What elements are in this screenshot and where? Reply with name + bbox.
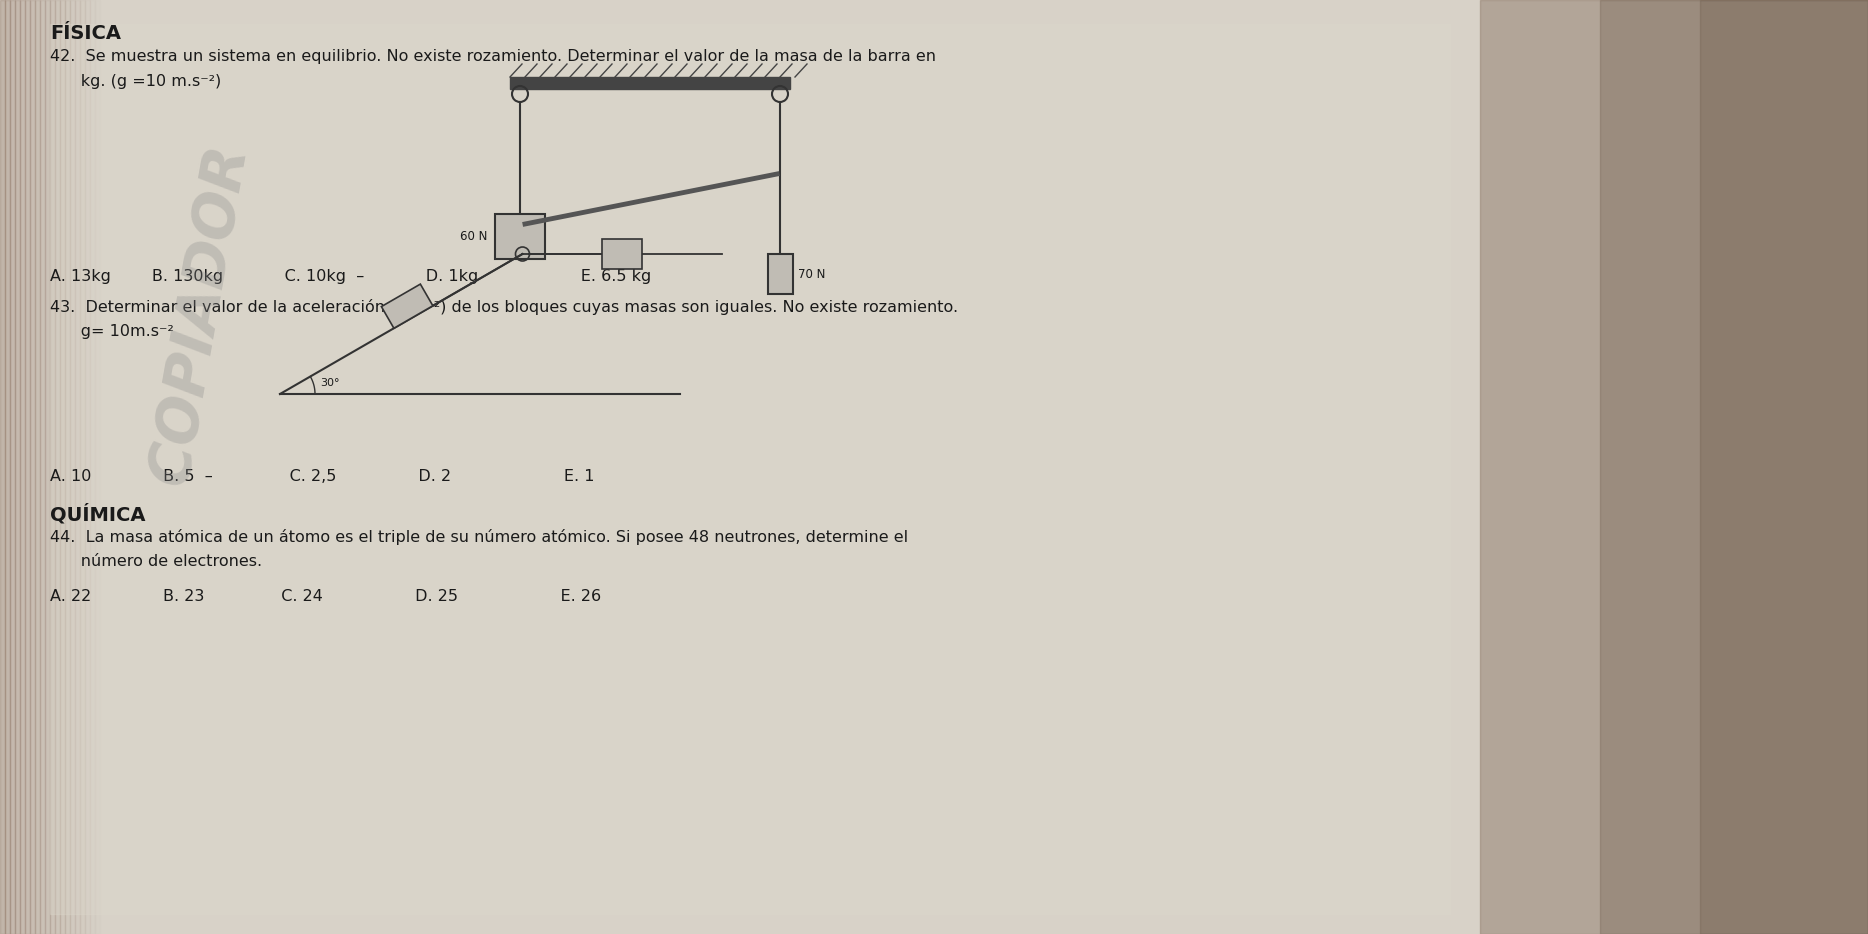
Bar (69, 0, 75, 934)
Bar (54, 0, 60, 934)
Bar (510, 77, 790, 89)
Bar (603, 239, 643, 269)
Bar (45, 0, 50, 934)
Bar (35, 0, 39, 934)
Bar (50, 0, 54, 934)
Bar (39, 0, 45, 934)
Text: COPIADOR: COPIADOR (142, 139, 258, 489)
Bar (768, 254, 792, 294)
Text: 60 N: 60 N (460, 230, 488, 243)
Text: 44.  La masa atómica de un átomo es el triple de su número atómico. Si posee 48 : 44. La masa atómica de un átomo es el tr… (50, 529, 908, 545)
Bar (9, 0, 15, 934)
Text: A. 10              B. 5  –               C. 2,5                D. 2             : A. 10 B. 5 – C. 2,5 D. 2 (50, 469, 594, 484)
Bar (80, 0, 86, 934)
Bar (95, 0, 101, 934)
Text: 70 N: 70 N (798, 267, 826, 280)
Text: 30°: 30° (319, 378, 340, 388)
Bar (0, 0, 6, 934)
Text: A. 13kg        B. 130kg            C. 10kg  –            D. 1kg                 : A. 13kg B. 130kg C. 10kg – D. 1kg (50, 269, 652, 284)
Bar (50, 24, 1450, 914)
Bar (65, 0, 69, 934)
Text: 42.  Se muestra un sistema en equilibrio. No existe rozamiento. Determinar el va: 42. Se muestra un sistema en equilibrio.… (50, 49, 936, 64)
Text: A. 22              B. 23               C. 24                  D. 25             : A. 22 B. 23 C. 24 D. 25 (50, 589, 601, 604)
Bar (30, 0, 35, 934)
Bar (1700, 0, 1868, 934)
Bar (60, 0, 65, 934)
Text: kg. (g =10 m.s⁻²): kg. (g =10 m.s⁻²) (50, 74, 220, 89)
Text: 43.  Determinar el valor de la aceleración (m.s⁻²) de los bloques cuyas masas so: 43. Determinar el valor de la aceleració… (50, 299, 958, 315)
Polygon shape (381, 284, 433, 328)
Bar (495, 214, 545, 259)
Text: número de electrones.: número de electrones. (50, 554, 262, 569)
Bar (90, 0, 95, 934)
Text: QUÍMICA: QUÍMICA (50, 504, 146, 525)
Text: g= 10m.s⁻²: g= 10m.s⁻² (50, 324, 174, 339)
Bar (21, 0, 24, 934)
Bar (1479, 0, 1868, 934)
Text: FÍSICA: FÍSICA (50, 24, 121, 43)
Bar (75, 0, 80, 934)
Bar (15, 0, 21, 934)
Bar (6, 0, 9, 934)
Bar (1601, 0, 1868, 934)
Bar (86, 0, 90, 934)
Bar (24, 0, 30, 934)
